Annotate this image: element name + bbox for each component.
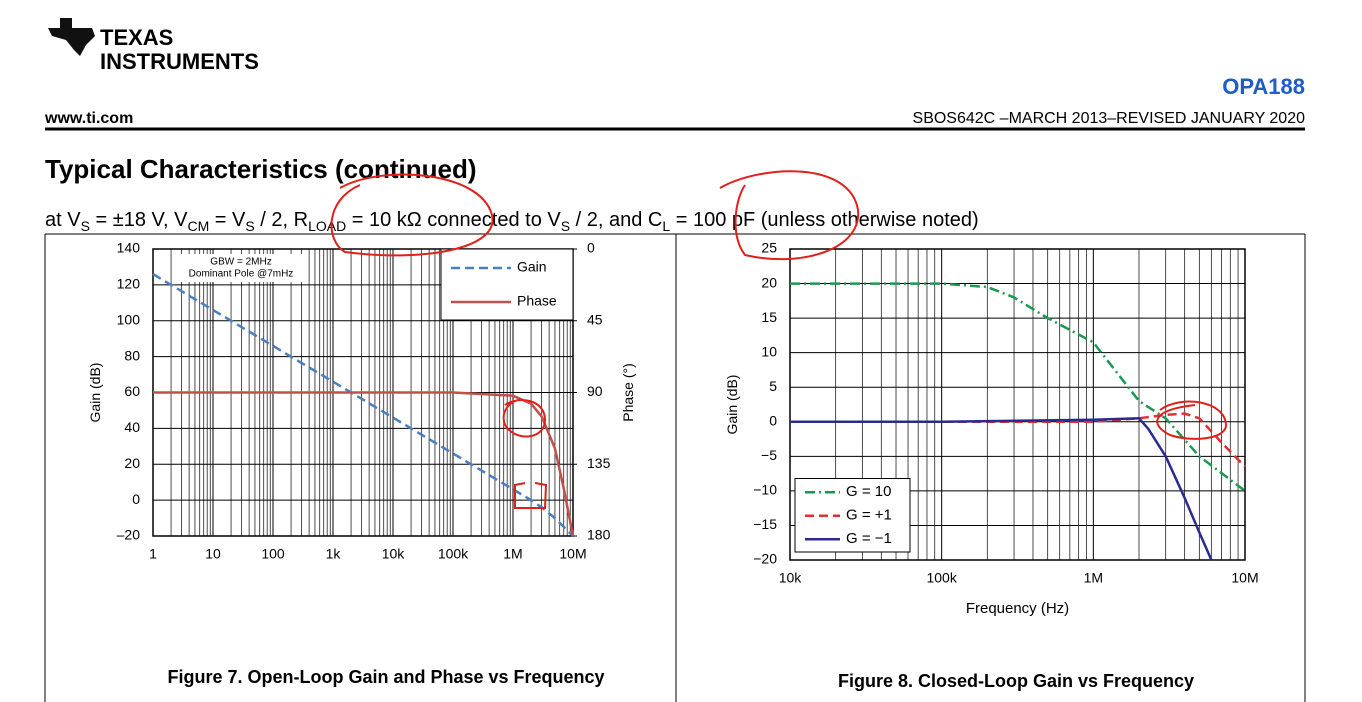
x-tick-label: 1 (149, 546, 157, 562)
ti-logo-icon (48, 18, 95, 56)
hand-circle (719, 170, 860, 261)
chart: 10k 100k 1M 10M −20 −15 −10 −5 0 5 10 15 20 25 Gain (d… (724, 240, 1259, 617)
plot-border (789, 248, 1246, 561)
figure-caption: Figure 8. Closed-Loop Gain vs Frequency (838, 671, 1194, 691)
y2-tick-label: 135 (587, 455, 611, 471)
y2-tick-label: 90 (587, 383, 603, 399)
x-tick-label: 10k (779, 570, 803, 586)
subscript: S (561, 218, 570, 234)
series-line (152, 273, 574, 537)
logo-text: TEXAS (100, 25, 173, 50)
y-tick-label: 0 (769, 412, 777, 428)
y-tick-label: 100 (117, 311, 141, 327)
y-tick-label: –20 (117, 527, 141, 543)
chart: 1 10 100 1k 10k 100k 1M 10M –20 0 20 40 60 80 100 120 14… (87, 240, 636, 562)
y2-axis-title: Phase (°) (620, 363, 636, 422)
conditions-text: = V (209, 209, 246, 231)
annotation: GBW = 2MHz (210, 257, 271, 268)
document-id: SBOS642C –MARCH 2013–REVISED JANUARY 202… (913, 110, 1306, 127)
y-tick-label: 80 (124, 347, 140, 363)
x-tick-label: 1k (326, 546, 342, 562)
figure-frame (44, 233, 1306, 702)
subscript: CM (187, 218, 209, 234)
y2-tick-label: 180 (587, 527, 611, 543)
y-tick-label: −5 (761, 447, 777, 463)
y-tick-label: 140 (117, 240, 141, 256)
hand-circle (330, 173, 494, 257)
subscript: L (662, 218, 670, 234)
y-tick-label: 40 (124, 419, 140, 435)
part-number: OPA188 (1222, 74, 1305, 99)
conditions: at VS = ±18 V, VCM = VS / 2, RLOAD = 10 … (45, 209, 979, 234)
legend-label: Gain (517, 259, 547, 275)
y-tick-label: −15 (753, 516, 777, 532)
conditions-text: / 2, R (255, 209, 308, 231)
x-axis-title: Frequency (Hz) (966, 600, 1069, 617)
legend-box (440, 248, 574, 321)
hand-annotations (330, 170, 1228, 509)
y-tick-label: 120 (117, 276, 141, 292)
y2-tick-label: 45 (587, 311, 603, 327)
y-tick-label: 20 (124, 455, 140, 471)
series-line (790, 417, 1213, 561)
x-tick-label: 100k (438, 546, 469, 562)
subscript: S (245, 218, 254, 234)
conditions-text: = ±18 V, V (90, 209, 188, 231)
series-line (153, 391, 575, 537)
figure-caption: Figure 7. Open-Loop Gain and Phase vs Fr… (167, 667, 604, 687)
legend-label: Phase (517, 293, 557, 309)
x-tick-label: 100 (261, 546, 285, 562)
y-tick-label: 10 (761, 343, 777, 359)
y-tick-label: −10 (753, 482, 777, 498)
series-line (790, 282, 1246, 492)
logo-text: INSTRUMENTS (100, 49, 259, 74)
x-tick-label: 10 (205, 546, 221, 562)
subscript: LOAD (308, 218, 346, 234)
subscript: S (81, 218, 90, 234)
conditions-text: at V (45, 209, 81, 231)
x-tick-label: 10M (1231, 570, 1258, 586)
y2-tick-label: 0 (587, 240, 595, 256)
conditions-text: = 100 pF (unless otherwise noted) (670, 209, 979, 231)
y-tick-label: 5 (769, 378, 777, 394)
x-tick-label: 10M (559, 546, 586, 562)
conditions-text: / 2, and C (570, 209, 662, 231)
legend-label: G = −1 (846, 530, 892, 547)
website: www.ti.com (44, 110, 133, 127)
x-tick-label: 1M (1084, 570, 1103, 586)
y-tick-label: 0 (132, 491, 140, 507)
annotation-box (181, 254, 303, 282)
y-axis-title: Gain (dB) (724, 375, 740, 435)
y-tick-label: 25 (761, 240, 777, 256)
annotation: Dominant Pole @7mHz (189, 269, 294, 280)
y-tick-label: 20 (761, 274, 777, 290)
conditions-text: = 10 kΩ connected to V (346, 209, 561, 231)
y-tick-label: 15 (761, 309, 777, 325)
legend-label: G = +1 (846, 507, 892, 524)
y-tick-label: 60 (124, 383, 140, 399)
section-title: Typical Characteristics (continued) (45, 154, 477, 184)
hand-circle (502, 399, 547, 438)
y-axis-title: Gain (dB) (87, 363, 103, 423)
hand-circle (1156, 400, 1228, 440)
y-tick-label: −20 (753, 551, 777, 567)
x-tick-label: 1M (503, 546, 522, 562)
x-tick-label: 10k (382, 546, 406, 562)
legend-label: G = 10 (846, 483, 891, 500)
hand-bracket (514, 482, 548, 509)
x-tick-label: 100k (926, 570, 957, 586)
